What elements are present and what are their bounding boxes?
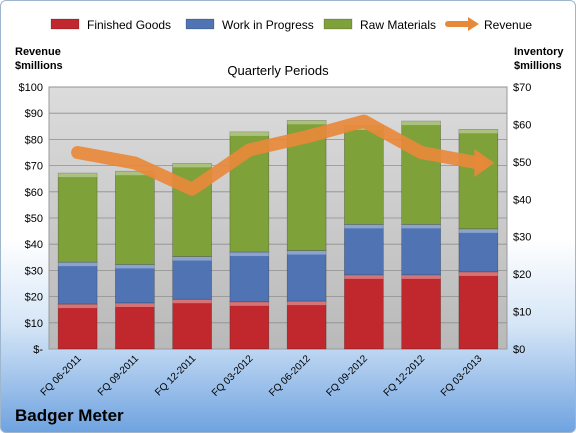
right-tick-label: $40 — [513, 194, 531, 206]
right-tick-label: $30 — [513, 232, 531, 244]
finished-goods-bar — [286, 300, 327, 350]
work-in-progress-bar-highlight — [172, 256, 212, 261]
finished-goods-bar — [57, 303, 98, 350]
raw-materials-bar — [344, 125, 384, 225]
work-in-progress-bar-highlight — [287, 250, 327, 255]
left-tick-label: $100 — [19, 82, 43, 94]
raw-materials-bar-highlight — [287, 120, 327, 125]
left-axis-title: Revenue $millions — [15, 45, 63, 73]
work-in-progress-bar — [172, 256, 212, 300]
right-axis-ticks: $0 $10 $20 $30 $40 $50 $60 $70 — [513, 82, 531, 356]
right-tick-label: $10 — [513, 307, 531, 319]
legend-swatch-finished-goods — [50, 18, 80, 30]
x-tick-label: FQ 12-2011 — [153, 353, 198, 398]
right-tick-label: $60 — [513, 119, 531, 131]
left-axis-ticks: $- $10 $20 $30 $40 $50 $60 $70 $80 $90 $100 — [19, 82, 44, 356]
legend-arrow-revenue — [468, 17, 479, 31]
finished-goods-bar-highlight — [287, 301, 327, 306]
raw-materials-bar-highlight — [115, 171, 155, 176]
raw-materials-bar-highlight — [401, 121, 441, 126]
left-tick-label: $50 — [25, 213, 43, 225]
right-tick-label: $0 — [513, 344, 525, 356]
finished-goods-bar-highlight — [58, 304, 98, 309]
legend-label-revenue: Revenue — [484, 18, 532, 32]
legend: Finished Goods Work in Progress Raw Materi… — [50, 17, 532, 32]
right-tick-label: $20 — [513, 269, 531, 281]
left-tick-label: $30 — [25, 265, 43, 277]
bars — [57, 120, 499, 350]
x-tick-label: FQ 09-2011 — [96, 353, 141, 398]
legend-label-raw-materials: Raw Materials — [360, 18, 436, 32]
finished-goods-bar-highlight — [172, 299, 212, 304]
work-in-progress-bar — [57, 261, 98, 305]
finished-goods-bar — [229, 301, 270, 350]
left-axis-title-line2: $millions — [15, 60, 63, 72]
x-axis-ticks: FQ 06-2011 FQ 09-2011 FQ 12-2011 FQ 03-2012… — [39, 353, 485, 399]
work-in-progress-bar — [401, 224, 441, 276]
left-tick-label: $70 — [25, 161, 43, 173]
legend-swatch-raw-materials — [323, 18, 353, 30]
revenue-line — [71, 114, 495, 196]
work-in-progress-bar — [229, 251, 270, 303]
raw-materials-bar — [57, 172, 98, 263]
work-in-progress-bar-highlight — [458, 228, 498, 233]
right-axis-title-line1: Inventory — [514, 46, 564, 58]
raw-materials-bar — [401, 120, 441, 225]
work-in-progress-bar-highlight — [115, 264, 155, 269]
raw-materials-bar-highlight — [172, 163, 212, 168]
raw-materials-bar — [458, 128, 499, 230]
work-in-progress-bar-highlight — [229, 252, 269, 257]
right-axis-title-line2: $millions — [514, 60, 562, 72]
legend-swatch-work-in-progress — [185, 18, 215, 30]
revenue-arrowhead — [474, 148, 495, 177]
finished-goods-bar — [458, 271, 499, 350]
left-tick-label: $- — [33, 344, 43, 356]
x-tick-label: FQ 06-2012 — [267, 353, 313, 399]
raw-materials-bar-highlight — [58, 173, 98, 178]
work-in-progress-bar — [344, 224, 384, 276]
work-in-progress-bar-highlight — [58, 262, 98, 267]
finished-goods-bar-highlight — [401, 274, 441, 279]
left-tick-label: $60 — [25, 187, 43, 199]
legend-label-finished-goods: Finished Goods — [87, 18, 171, 32]
raw-materials-bar-highlight — [458, 129, 498, 134]
revenue-line-path — [71, 114, 485, 196]
work-in-progress-bar-highlight — [401, 224, 441, 229]
finished-goods-bar-highlight — [458, 271, 498, 276]
left-tick-label: $10 — [25, 318, 43, 330]
right-tick-label: $70 — [513, 82, 531, 94]
work-in-progress-bar — [458, 228, 499, 273]
left-tick-label: $40 — [25, 239, 43, 251]
chart-subtitle: Quarterly Periods — [227, 63, 329, 78]
x-tick-label: FQ 06-2011 — [39, 353, 84, 398]
left-tick-label: $90 — [25, 108, 43, 120]
right-axis-title: Inventory $millions — [514, 45, 564, 73]
x-tick-label: FQ 12-2012 — [382, 353, 428, 399]
left-tick-label: $80 — [25, 134, 43, 146]
raw-materials-bar — [115, 170, 155, 265]
work-in-progress-bar-highlight — [344, 224, 384, 229]
left-tick-label: $20 — [25, 292, 43, 304]
work-in-progress-bar — [286, 250, 327, 302]
finished-goods-bar-highlight — [115, 302, 155, 307]
finished-goods-bar-highlight — [229, 301, 269, 306]
right-tick-label: $50 — [513, 157, 531, 169]
legend-label-work-in-progress: Work in Progress — [222, 18, 314, 32]
work-in-progress-bar — [115, 264, 155, 304]
x-tick-label: FQ 09-2012 — [324, 353, 370, 399]
finished-goods-bar — [344, 274, 384, 350]
finished-goods-bar — [401, 274, 441, 350]
finished-goods-bar — [172, 298, 212, 350]
x-tick-label: FQ 03-2012 — [210, 353, 256, 399]
raw-materials-bar-highlight — [229, 131, 269, 136]
finished-goods-bar-highlight — [344, 274, 384, 279]
left-axis-title-line1: Revenue — [15, 46, 61, 58]
finished-goods-bar — [115, 302, 155, 350]
company-name: Badger Meter — [15, 406, 124, 425]
x-tick-label: FQ 03-2013 — [439, 353, 485, 399]
